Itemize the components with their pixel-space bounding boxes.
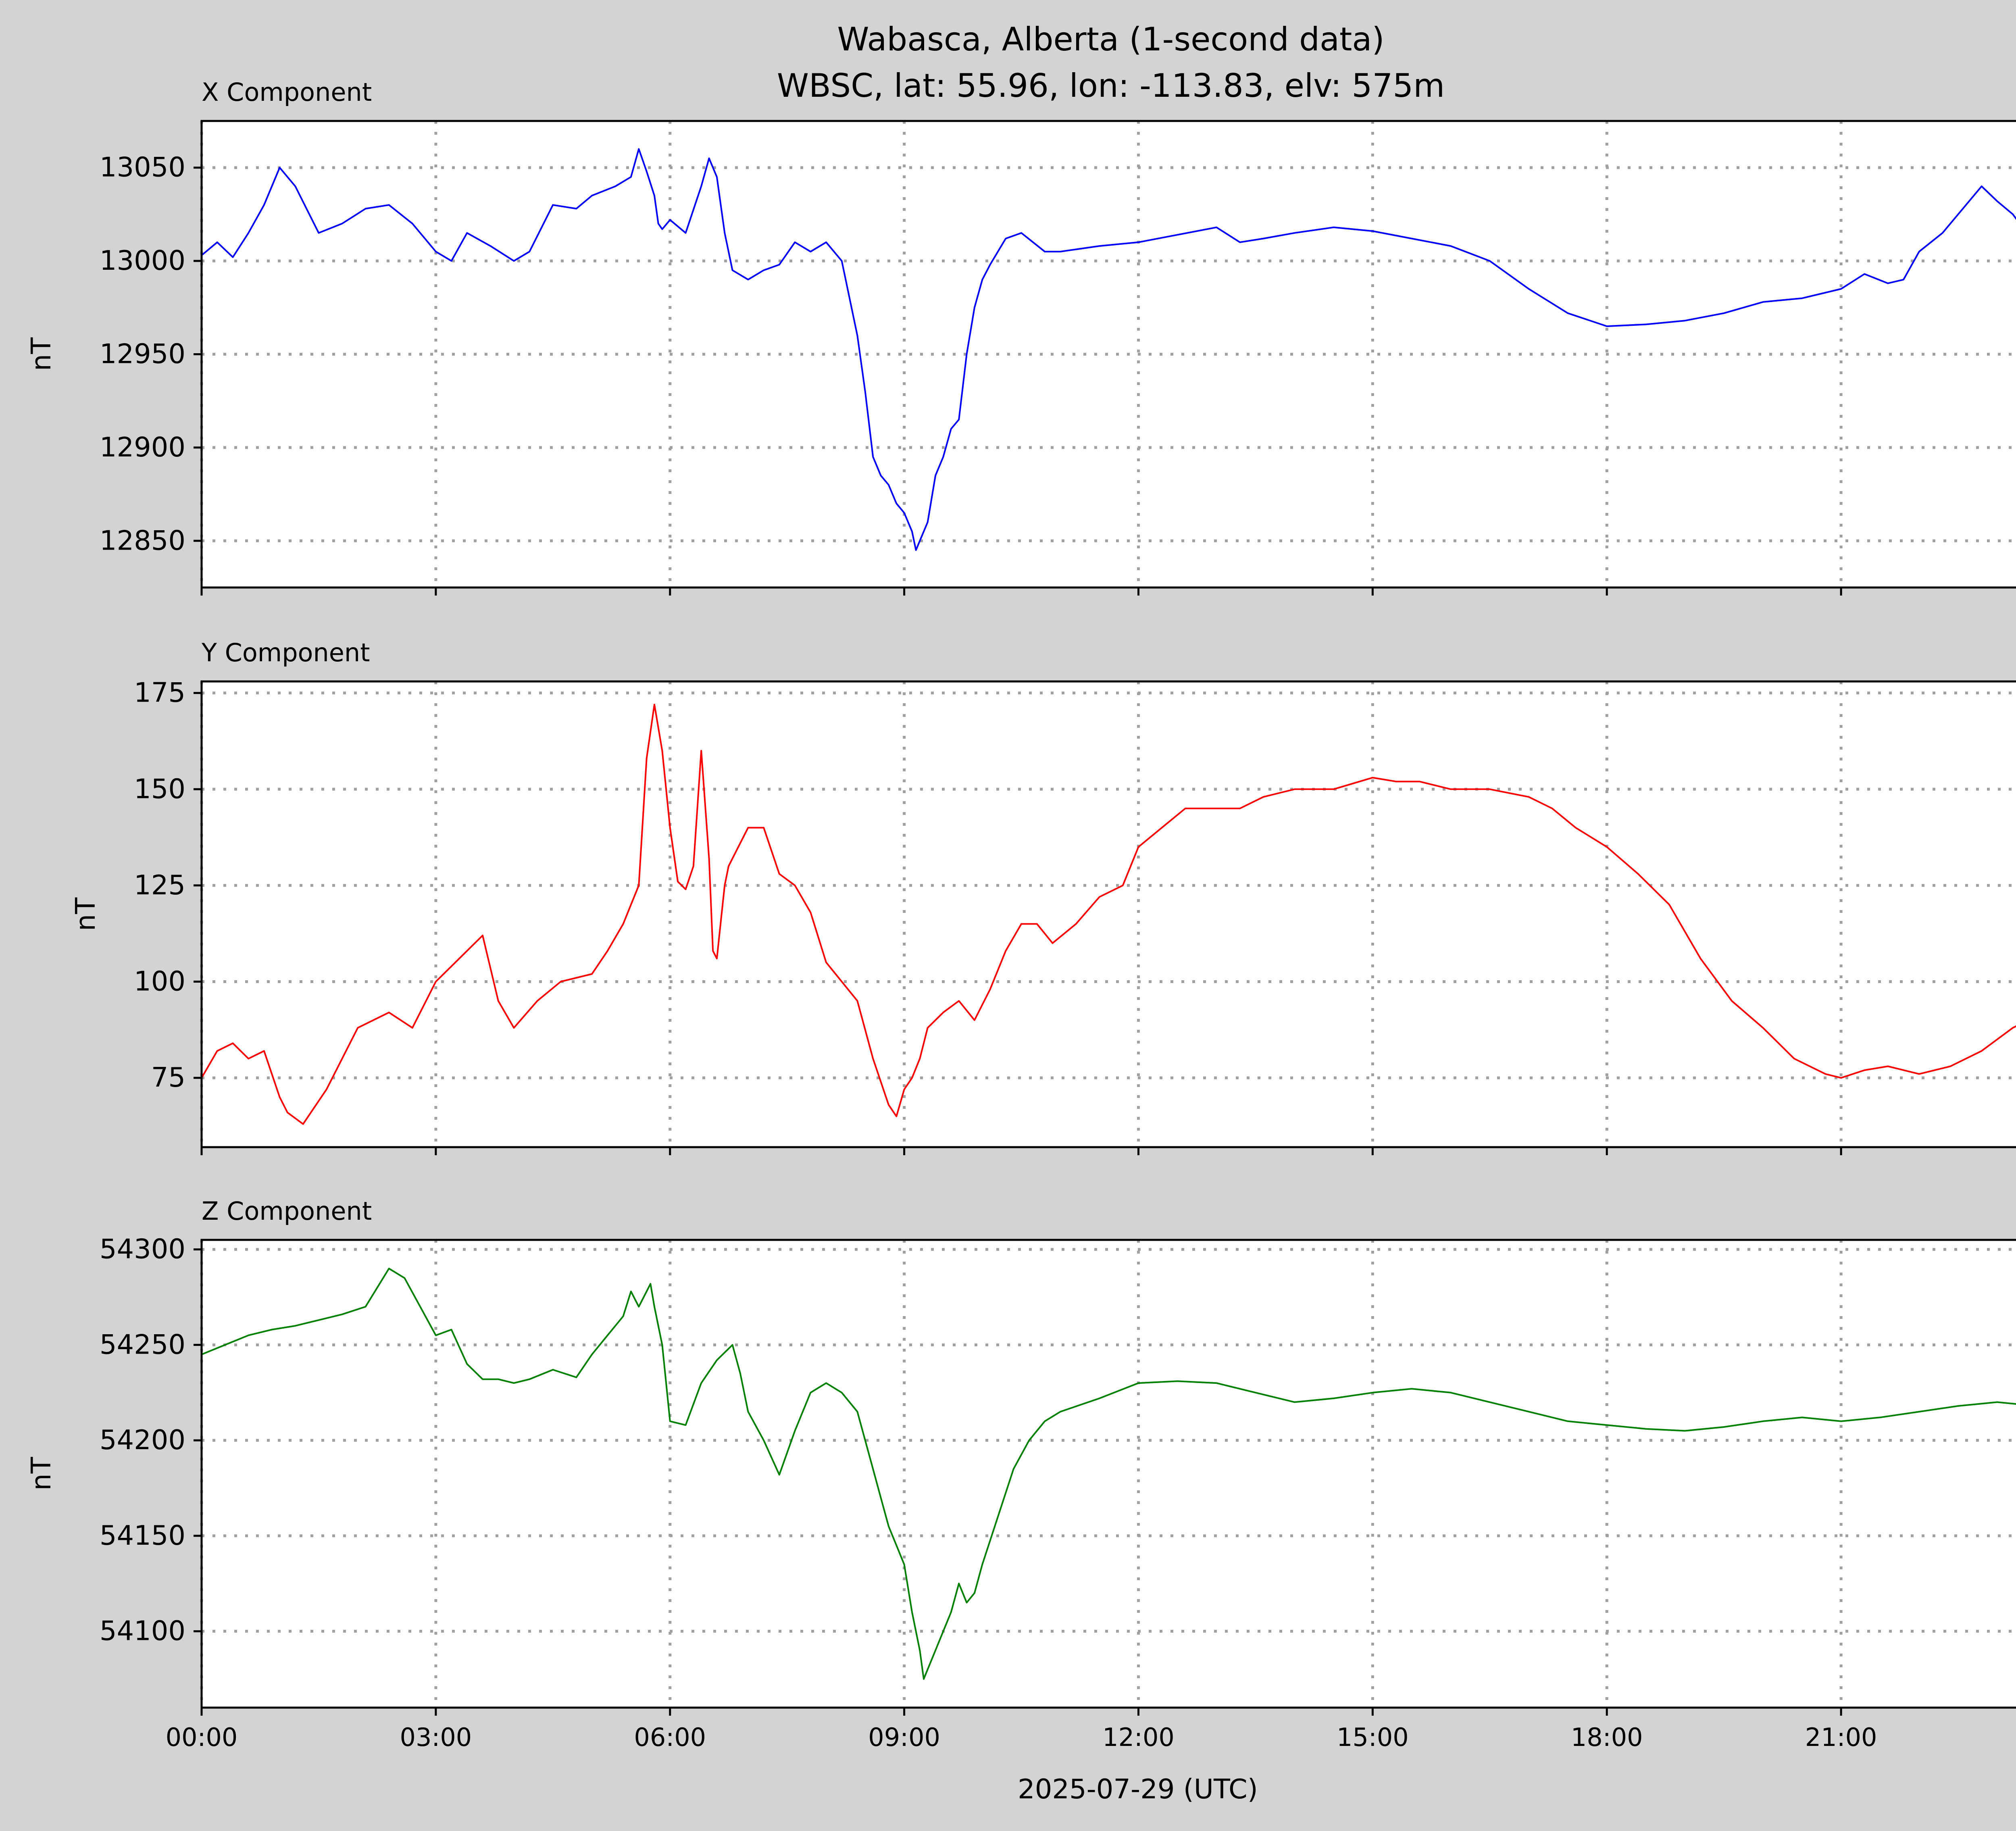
figure-title-line2: WBSC, lat: 55.96, lon: -113.83, elv: 575… [777, 67, 1445, 104]
y-tick-label: 12850 [100, 525, 185, 556]
y-axis-label: nT [25, 337, 57, 371]
series-line [201, 148, 2016, 551]
y-tick-label: 13000 [100, 245, 185, 276]
y-tick-label: 12900 [100, 431, 185, 463]
x-tick-label: 03:00 [400, 1723, 472, 1752]
y-tick-label: 175 [134, 677, 185, 708]
panel-z: 00:00 03:00 06:00 09:00 12:00 15:00 18:00 21:00… [25, 1196, 2016, 1752]
y-tick-label: 54250 [100, 1329, 185, 1360]
x-tick-label: 15:00 [1337, 1723, 1409, 1752]
y-axis-label: nT [70, 897, 101, 931]
figure-title-line1: Wabasca, Alberta (1-second data) [837, 21, 1384, 58]
plot-frame [200, 680, 2016, 1148]
x-tick-label: 00:00 [166, 1723, 238, 1752]
plot-area [202, 1240, 2016, 1708]
x-tick-label: 18:00 [1571, 1723, 1643, 1752]
y-tick-label: 54100 [100, 1615, 185, 1647]
panel-title: Z Component [202, 1196, 372, 1226]
plot-frame [200, 1239, 2016, 1709]
y-axis-label: nT [25, 1456, 57, 1490]
y-tick-label: 150 [134, 773, 185, 804]
y-tick-label: 54200 [100, 1424, 185, 1456]
y-tick-label: 12950 [100, 338, 185, 370]
y-tick-label: 13050 [100, 152, 185, 183]
panel-title: Y Component [201, 638, 370, 667]
plot-area [202, 681, 2016, 1147]
x-tick-label: 06:00 [634, 1723, 706, 1752]
y-tick-label: 125 [134, 869, 185, 901]
x-tick-label: 21:00 [1805, 1723, 1877, 1752]
x-tick-label: 12:00 [1102, 1723, 1175, 1752]
plot-area [202, 121, 2016, 587]
x-tick-label: 09:00 [868, 1723, 940, 1752]
panel-x: 12850 12900 12950 13000 13050 X Component nT [25, 77, 2016, 596]
y-tick-label: 100 [134, 966, 185, 997]
series-line [201, 704, 2016, 1125]
y-tick-label: 54300 [100, 1233, 185, 1265]
series-line [201, 1268, 2016, 1680]
panel-y: 75 100 125 150 175 Y Component nT [70, 638, 2016, 1155]
y-tick-label: 75 [151, 1062, 185, 1093]
plot-frame [200, 120, 2016, 589]
panel-title: X Component [202, 77, 372, 107]
x-axis-label: 2025-07-29 (UTC) [1018, 1773, 1258, 1805]
y-tick-label: 54150 [100, 1520, 185, 1551]
